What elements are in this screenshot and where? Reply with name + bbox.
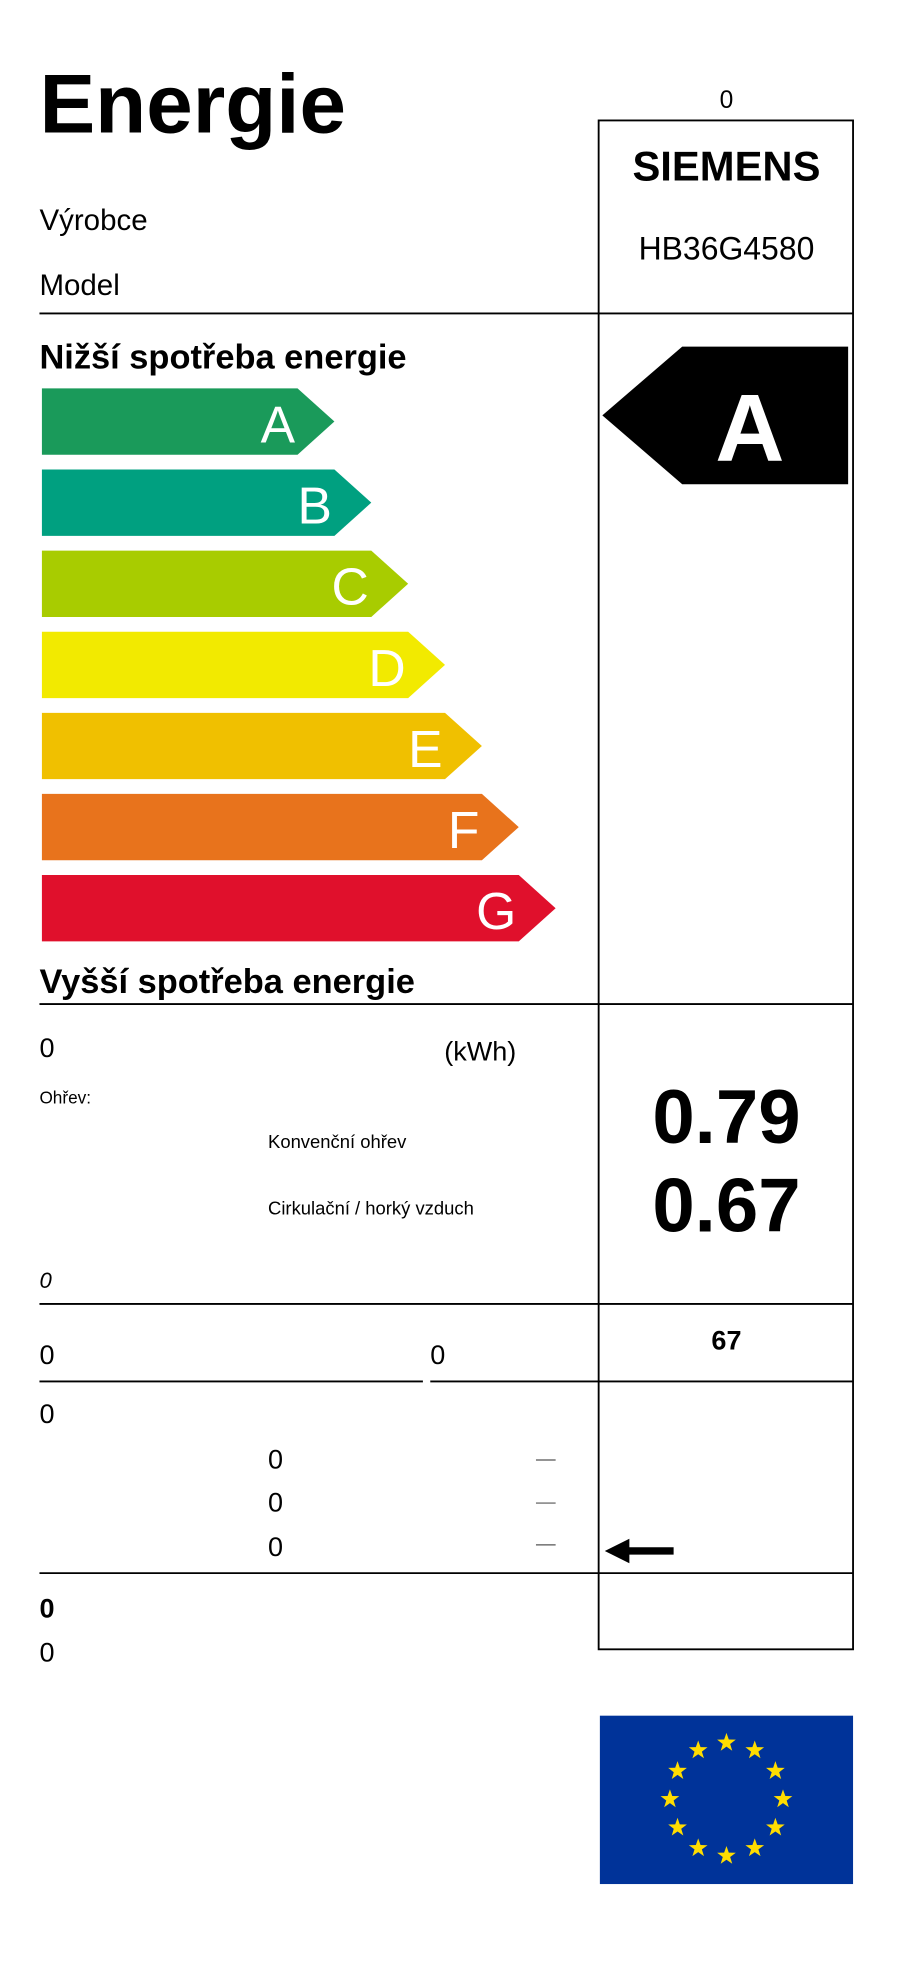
class-letter: A — [261, 395, 296, 453]
class-bar — [41, 388, 335, 455]
star — [668, 1761, 687, 1779]
scale-top-label: Nižší spotřeba energie — [39, 339, 406, 377]
size-row: 0 — [268, 1488, 283, 1518]
model-label: Model — [39, 269, 119, 302]
class-letter: D — [368, 639, 405, 697]
right-box — [597, 119, 854, 1651]
class-bar — [41, 550, 409, 617]
class-bar — [41, 875, 556, 942]
class-letter: F — [448, 801, 480, 859]
footer-line: 0 — [39, 1638, 54, 1668]
scale-bottom-label: Vyšší spotřeba energie — [39, 963, 414, 1001]
footer-line: 0 — [39, 1593, 54, 1623]
class-letter: B — [298, 477, 332, 535]
volume-label: 0 — [39, 1340, 54, 1370]
class-bar — [41, 712, 482, 780]
title: Energie — [39, 57, 346, 151]
conventional-value: 0.79 — [652, 1075, 800, 1160]
arrow — [604, 1538, 674, 1564]
class-bar — [41, 793, 519, 861]
star — [717, 1732, 736, 1751]
star — [773, 1789, 793, 1808]
unit: (kWh) — [444, 1037, 516, 1067]
star — [745, 1838, 765, 1857]
class-bar — [41, 469, 372, 536]
star — [688, 1740, 708, 1759]
convection-label: Cirkulační / horký vzduch — [268, 1197, 474, 1218]
volume-label-2: 0 — [430, 1340, 445, 1370]
volume-value: 67 — [711, 1325, 741, 1355]
model: HB36G4580 — [639, 230, 815, 266]
rating-arrow — [602, 346, 849, 485]
star — [688, 1838, 708, 1857]
rating: A — [715, 375, 784, 482]
star — [717, 1845, 736, 1864]
star — [766, 1817, 785, 1836]
convection-value: 0.67 — [652, 1163, 800, 1248]
size-row: 0 — [268, 1445, 283, 1475]
class-letter: E — [408, 720, 442, 778]
top-value: 0 — [720, 87, 734, 114]
class-letter: C — [332, 558, 369, 616]
heating-label: Ohřev: — [39, 1088, 91, 1108]
class-letter: G — [476, 882, 516, 940]
star — [766, 1761, 785, 1779]
note: 0 — [39, 1268, 52, 1293]
size-row: 0 — [268, 1532, 283, 1562]
star — [668, 1817, 687, 1836]
star — [660, 1789, 680, 1808]
consumption-label: 0 — [39, 1033, 54, 1063]
manufacturer-label: Výrobce — [39, 204, 147, 237]
star — [745, 1740, 765, 1759]
brand: SIEMENS — [632, 143, 820, 190]
conventional-label: Konvenční ohřev — [268, 1131, 407, 1152]
class-bar — [41, 631, 446, 699]
size-label: 0 — [39, 1399, 54, 1429]
